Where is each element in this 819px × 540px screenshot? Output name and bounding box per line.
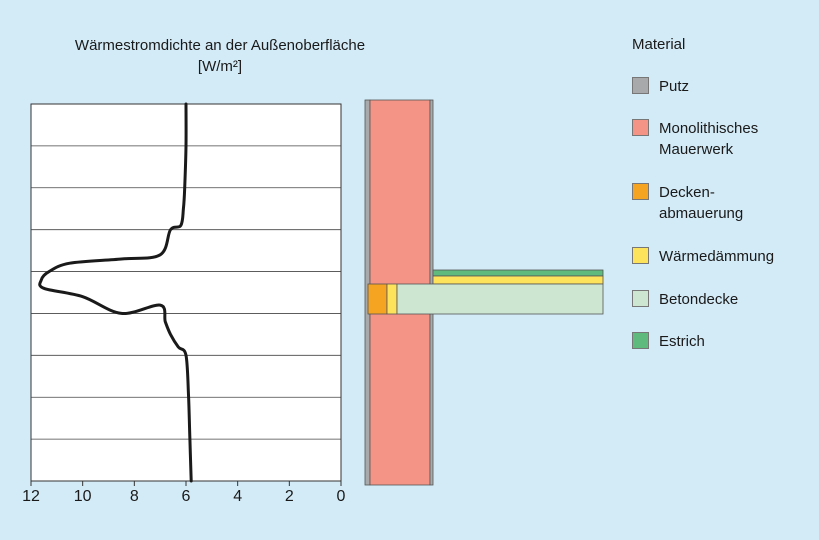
- legend-item-mauerwerk: Monolithisches Mauerwerk: [632, 118, 758, 160]
- legend-swatch: [632, 247, 649, 264]
- legend-item-putz: Putz: [632, 76, 689, 97]
- legend-item-estrich: Estrich: [632, 331, 705, 352]
- legend-label: Decken- abmauerung: [659, 184, 744, 222]
- legend-label: Wärmedämmung: [659, 248, 775, 265]
- insulation-layer: [432, 275, 604, 285]
- x-tick-label: 2: [285, 488, 294, 505]
- legend-label: Estrich: [659, 333, 705, 350]
- wall-section-diagram: [364, 99, 604, 486]
- legend-swatch: [632, 183, 649, 200]
- x-tick-label: 8: [130, 488, 139, 505]
- x-tick-label: 10: [74, 488, 92, 505]
- screed-layer: [432, 269, 604, 277]
- legend-label: Betondecke: [659, 291, 739, 308]
- legend-label: Putz: [659, 78, 690, 95]
- x-tick-label: 12: [22, 488, 40, 505]
- chart-unit: [W/m²]: [197, 58, 243, 75]
- legend-title: Material: [632, 36, 686, 53]
- legend-item-betondecke: Betondecke: [632, 289, 738, 310]
- x-tick-label: 0: [337, 488, 346, 505]
- chart-title: Wärmestromdichte an der Außenoberfläche: [74, 37, 366, 54]
- heat-flux-curve: [38, 102, 193, 483]
- concrete-slab: [396, 283, 604, 315]
- legend-item-deckenabmauerung: Decken- abmauerung: [632, 182, 743, 224]
- legend-swatch: [632, 77, 649, 94]
- legend-label: Monolithisches Mauerwerk: [659, 120, 759, 158]
- legend-swatch: [632, 290, 649, 307]
- slab-edge-insulation: [386, 283, 398, 315]
- legend-item-waermedaemmung: Wärmedämmung: [632, 246, 774, 267]
- slab-end-masonry: [367, 283, 388, 315]
- legend-swatch: [632, 119, 649, 136]
- heat-flux-chart: 12 10 8 6 4 2 0: [22, 102, 346, 505]
- legend-swatch: [632, 332, 649, 349]
- x-tick-label: 6: [182, 488, 191, 505]
- x-tick-label: 4: [233, 488, 242, 505]
